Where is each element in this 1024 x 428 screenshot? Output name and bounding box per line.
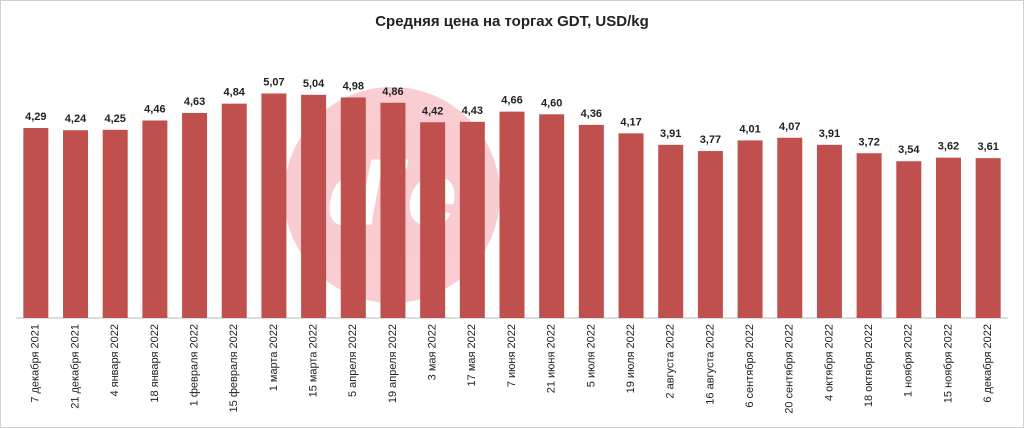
x-tick-label: 6 декабря 2022 xyxy=(982,324,994,403)
bar xyxy=(420,122,446,318)
bar xyxy=(340,97,366,318)
bar xyxy=(578,124,604,319)
bar xyxy=(539,114,565,319)
x-tick-label: 19 июля 2022 xyxy=(625,324,637,393)
bar xyxy=(23,128,49,318)
value-label: 4,63 xyxy=(184,96,205,108)
bar xyxy=(935,157,961,318)
x-tick-label: 1 ноября 2022 xyxy=(903,324,915,397)
bar xyxy=(856,153,882,318)
x-tick-label: 4 января 2022 xyxy=(109,324,121,397)
x-tick-label: 16 августа 2022 xyxy=(704,324,716,405)
bar xyxy=(261,93,287,318)
x-tick-label: 20 сентября 2022 xyxy=(784,324,796,414)
value-label: 4,01 xyxy=(739,123,760,135)
value-label: 5,07 xyxy=(263,76,284,88)
bar xyxy=(737,140,763,318)
value-label: 4,29 xyxy=(25,111,46,123)
bar xyxy=(459,121,485,318)
x-tick-label: 7 декабря 2021 xyxy=(30,324,42,403)
value-label: 4,43 xyxy=(462,105,483,117)
value-label: 5,04 xyxy=(303,78,325,90)
value-label: 3,91 xyxy=(660,128,681,140)
bar xyxy=(301,94,327,318)
x-tick-label: 18 октября 2022 xyxy=(863,324,875,407)
bar xyxy=(142,120,168,318)
value-label: 4,46 xyxy=(144,103,165,115)
bar xyxy=(182,112,208,318)
value-label: 4,36 xyxy=(581,108,602,120)
chart-title: Средняя цена на торгах GDT, USD/kg xyxy=(375,13,649,30)
x-tick-label: 7 июня 2022 xyxy=(506,324,518,387)
value-label: 4,60 xyxy=(541,97,562,109)
x-tick-label: 15 ноября 2022 xyxy=(942,324,954,403)
x-tick-label: 18 января 2022 xyxy=(149,324,161,403)
x-tick-label: 1 февраля 2022 xyxy=(188,324,200,406)
value-label: 4,98 xyxy=(343,80,364,92)
bar xyxy=(896,161,922,318)
x-tick-label: 4 октября 2022 xyxy=(823,324,835,401)
bar xyxy=(63,130,89,318)
value-label: 3,77 xyxy=(700,134,721,146)
value-label: 3,54 xyxy=(898,144,920,156)
bar xyxy=(221,103,247,319)
x-tick-label: 5 апреля 2022 xyxy=(347,324,359,397)
bar xyxy=(697,151,723,318)
x-tick-label: 5 июля 2022 xyxy=(585,324,597,387)
x-tick-label: 3 мая 2022 xyxy=(427,324,439,380)
bar xyxy=(658,144,684,318)
bar xyxy=(816,144,842,318)
x-tick-label: 15 февраля 2022 xyxy=(228,324,240,412)
value-label: 4,84 xyxy=(224,87,246,99)
bar xyxy=(380,102,406,319)
x-tick-label: 21 декабря 2021 xyxy=(69,324,81,409)
value-label: 4,42 xyxy=(422,105,443,117)
value-label: 4,17 xyxy=(620,116,641,128)
x-tick-label: 21 июня 2022 xyxy=(546,324,558,393)
bar xyxy=(499,111,525,318)
value-label: 3,72 xyxy=(858,136,879,148)
x-tick-label: 6 сентября 2022 xyxy=(744,324,756,408)
value-label: 4,07 xyxy=(779,121,800,133)
value-label: 3,62 xyxy=(938,141,959,153)
value-label: 3,91 xyxy=(819,128,840,140)
bar xyxy=(102,129,128,318)
value-label: 4,66 xyxy=(501,95,522,107)
x-tick-label: 15 марта 2022 xyxy=(308,324,320,397)
value-label: 4,86 xyxy=(382,86,403,98)
value-label: 3,61 xyxy=(977,141,998,153)
bar xyxy=(777,137,803,318)
value-label: 4,25 xyxy=(104,113,125,125)
bar xyxy=(975,158,1001,318)
bar xyxy=(618,133,644,318)
value-label: 4,24 xyxy=(65,113,87,125)
x-tick-label: 2 августа 2022 xyxy=(665,324,677,399)
x-tick-label: 1 марта 2022 xyxy=(268,324,280,391)
x-tick-label: 17 мая 2022 xyxy=(466,324,478,386)
x-tick-label: 19 апреля 2022 xyxy=(387,324,399,403)
